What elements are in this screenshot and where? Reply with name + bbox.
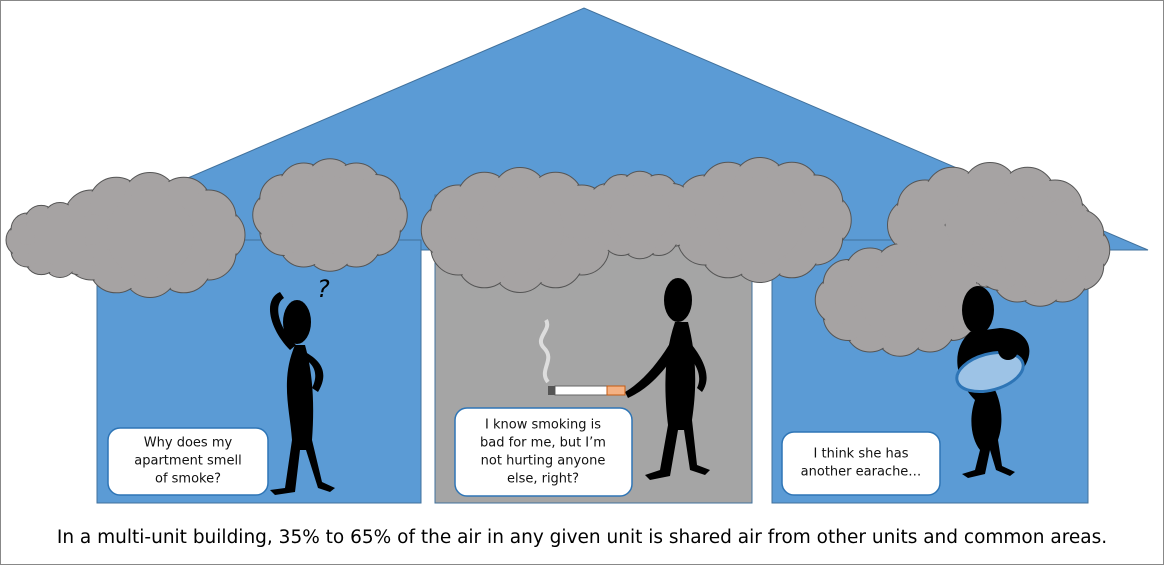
bubble-line: apartment smell — [134, 454, 241, 469]
cigarette-filter — [607, 386, 625, 395]
cloud-fill — [107, 192, 194, 279]
bubble-line: another earache… — [801, 465, 922, 480]
cloud-fill — [291, 176, 369, 254]
page: ? Why does my apartment smell of smoke? I k… — [0, 0, 1164, 569]
baby-head — [998, 340, 1018, 360]
cloud-fill — [610, 185, 670, 245]
cigarette-ash — [548, 386, 555, 395]
bubble-line: I think she has — [814, 447, 909, 462]
illustration: ? Why does my apartment smell of smoke? I k… — [0, 0, 1164, 565]
head — [664, 278, 692, 322]
cloud-fill — [477, 187, 564, 274]
cloud-fill — [1001, 211, 1079, 289]
bubble-line: bad for me, but I’m — [480, 436, 606, 451]
bubble-line: not hurting anyone — [481, 454, 606, 469]
bubble-line: of smoke? — [155, 472, 221, 487]
speech-bubble — [782, 432, 940, 495]
cigarette-paper — [555, 386, 607, 395]
head — [962, 286, 994, 334]
cloud-fill — [861, 261, 939, 339]
cloud-fill — [717, 177, 804, 264]
bubble-line: Why does my — [144, 436, 233, 451]
bubble-line: else, right? — [507, 472, 579, 487]
caption: In a multi-unit building, 35% to 65% of … — [57, 527, 1107, 548]
bubble-line: I know smoking is — [485, 418, 601, 433]
thought-mark: ? — [317, 275, 330, 303]
cloud-fill — [35, 215, 86, 266]
